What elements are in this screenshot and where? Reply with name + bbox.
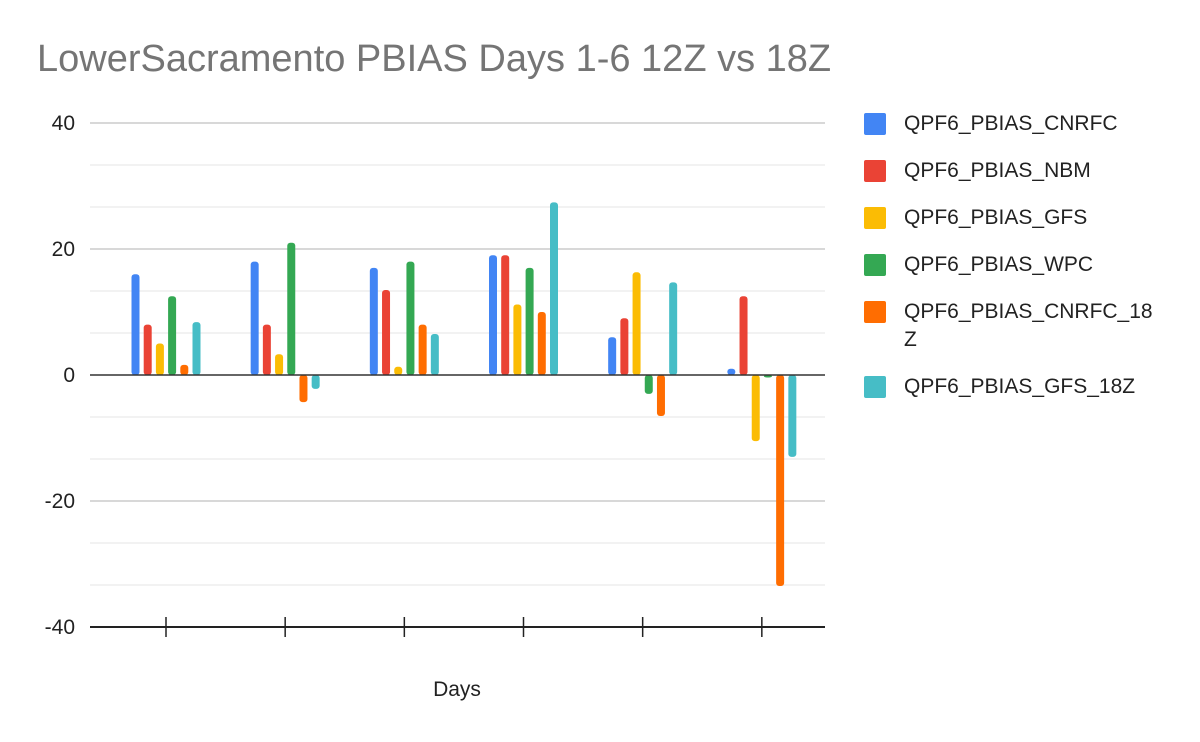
legend-item: QPF6_PBIAS_GFS_18Z (864, 373, 1184, 401)
y-tick-label: -20 (45, 490, 75, 513)
legend-label: QPF6_PBIAS_GFS (904, 206, 1088, 229)
legend-item: QPF6_PBIAS_WPC (864, 251, 1184, 279)
bar (143, 324, 152, 375)
bar (192, 322, 201, 375)
legend-item: QPF6_PBIAS_GFS (864, 204, 1184, 232)
bar (620, 318, 629, 375)
bar (644, 375, 653, 394)
bar (155, 343, 164, 375)
legend-label: QPF6_PBIAS_NBM (904, 159, 1091, 182)
bar (406, 261, 415, 375)
bar (550, 202, 558, 375)
bar (513, 304, 522, 375)
legend-swatch (864, 113, 886, 135)
bar (656, 375, 665, 416)
bar (501, 255, 510, 375)
chart-title: LowerSacramento PBIAS Days 1-6 12Z vs 18… (37, 38, 832, 80)
bar (250, 261, 259, 375)
legend-swatch (864, 207, 886, 229)
bar (751, 375, 760, 442)
bar (608, 337, 617, 375)
bar (311, 375, 320, 389)
legend-item: QPF6_PBIAS_CNRFC_18Z (864, 298, 1184, 354)
legend-swatch (864, 254, 886, 276)
legend-swatch (864, 376, 886, 398)
bar (180, 364, 189, 375)
bar (669, 282, 678, 375)
y-tick-label: 0 (63, 364, 75, 387)
legend-label: QPF6_PBIAS_CNRFC_18Z (904, 300, 1153, 351)
y-tick-label: 20 (52, 238, 75, 261)
y-tick-label: 40 (52, 112, 75, 135)
bar (394, 366, 403, 375)
bar (727, 368, 736, 375)
bar (489, 255, 497, 375)
bar (776, 375, 785, 587)
legend-swatch (864, 160, 886, 182)
bar (131, 274, 140, 375)
bar (739, 296, 748, 375)
bar (287, 242, 296, 375)
tick-labels: 40 20 0 -20 -40 (45, 112, 75, 639)
bar (382, 289, 391, 375)
legend: QPF6_PBIAS_CNRFC QPF6_PBIAS_NBM QPF6_PBIAS… (864, 110, 1184, 420)
bar (430, 334, 439, 375)
axes (90, 374, 825, 637)
bar (788, 375, 797, 457)
x-axis-title: Days (433, 678, 481, 701)
bar (168, 296, 177, 375)
gridlines (90, 122, 825, 628)
bar (275, 354, 284, 375)
bar (525, 267, 534, 375)
legend-item: QPF6_PBIAS_CNRFC (864, 110, 1184, 138)
bars (131, 202, 797, 587)
bar (632, 272, 641, 375)
bar (418, 324, 427, 375)
legend-swatch (864, 301, 886, 323)
legend-label: QPF6_PBIAS_GFS_18Z (904, 375, 1136, 398)
bar (262, 324, 271, 375)
legend-item: QPF6_PBIAS_NBM (864, 157, 1184, 185)
legend-label: QPF6_PBIAS_CNRFC (904, 112, 1118, 135)
bar (537, 312, 546, 375)
y-tick-label: -40 (45, 616, 75, 639)
legend-label: QPF6_PBIAS_WPC (904, 253, 1094, 276)
bar (369, 267, 378, 375)
bar (299, 375, 308, 403)
